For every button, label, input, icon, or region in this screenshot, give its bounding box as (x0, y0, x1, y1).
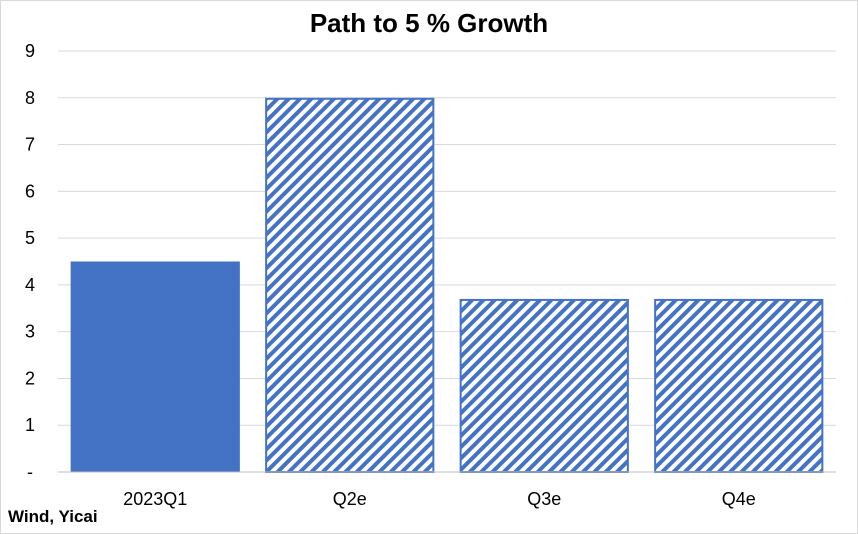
bar-q2e (265, 97, 435, 474)
y-tick-label: 2 (25, 368, 35, 388)
x-axis-ticks: 2023Q1 Q2e Q3e Q4e (123, 489, 756, 509)
y-tick-label: 1 (25, 415, 35, 435)
bar-q4e (654, 298, 824, 473)
y-tick-label: 6 (25, 181, 35, 201)
y-tick-label: 4 (25, 275, 35, 295)
y-tick-label: 5 (25, 228, 35, 248)
y-tick-label: 8 (25, 88, 35, 108)
y-axis-ticks: - 1 2 3 4 5 6 7 8 9 (25, 41, 35, 482)
x-tick-label: 2023Q1 (123, 489, 187, 509)
bars (70, 97, 824, 474)
bar-q3e (459, 298, 629, 473)
y-tick-label: 7 (25, 135, 35, 155)
y-tick-label: 3 (25, 322, 35, 342)
chart-title: Path to 5 % Growth (309, 8, 549, 38)
bar-2023q1 (70, 261, 240, 472)
y-tick-label: - (27, 462, 33, 482)
source-note: Wind, Yicai (8, 507, 98, 526)
x-tick-label: Q4e (722, 489, 756, 509)
x-tick-label: Q3e (527, 489, 561, 509)
x-tick-label: Q2e (333, 489, 367, 509)
y-tick-label: 9 (25, 41, 35, 61)
